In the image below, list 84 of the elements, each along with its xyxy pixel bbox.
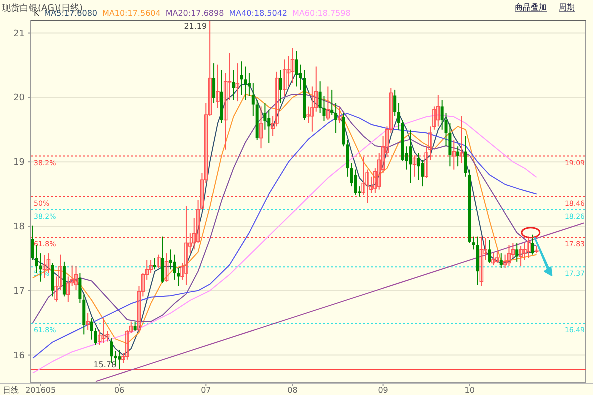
candlestick (421, 160, 424, 188)
candlestick (338, 106, 342, 124)
candlestick (252, 83, 255, 117)
candlestick (157, 254, 161, 269)
y-tick-label: 17 (14, 286, 25, 297)
candlestick (282, 59, 287, 97)
x-tick-label: 201605 (26, 386, 56, 395)
candlestick (488, 240, 492, 264)
candlestick (216, 64, 220, 108)
text: MA20:17.6898 (166, 9, 224, 18)
ref-line-label: 21.19 (184, 22, 208, 32)
candlestick (290, 48, 295, 84)
candlestick (346, 140, 350, 178)
candlestick (456, 146, 460, 168)
y-tick-label: 18 (14, 222, 26, 232)
candlestick (500, 253, 503, 269)
candlestick (86, 312, 90, 331)
text: MA10:17.5604 (102, 9, 161, 18)
candlestick (90, 318, 94, 340)
candlestick (224, 72, 228, 150)
y-tick-label: 19 (14, 158, 26, 168)
candlestick (173, 254, 176, 280)
text: 日线 (3, 386, 19, 395)
text: 周期 (559, 3, 575, 12)
candlestick (436, 94, 440, 128)
text: K (34, 9, 40, 18)
candlestick (259, 106, 264, 150)
x-tick-label: 10 (464, 386, 475, 395)
candlestick (74, 266, 78, 291)
candlestick (78, 273, 82, 304)
candlestick (492, 253, 496, 266)
candlestick (398, 102, 401, 130)
candlestick (516, 242, 519, 262)
candlestick (264, 102, 267, 130)
candlestick (480, 236, 484, 287)
text: MA40:18.5042 (229, 9, 288, 18)
y-tick-label: 16 (14, 351, 26, 362)
y-tick-label: 21 (14, 29, 25, 40)
candlestick (279, 69, 282, 104)
candlestick (169, 249, 172, 270)
candlestick (244, 66, 248, 101)
y-tick-label: 20 (14, 94, 26, 104)
candlestick (527, 236, 531, 259)
x-tick-label: 09 (378, 386, 388, 395)
candlestick (440, 100, 444, 130)
candlestick (268, 109, 271, 144)
candlestick (326, 86, 330, 121)
candlestick (232, 69, 236, 101)
candlestick (161, 236, 164, 284)
x-tick-label: 08 (288, 386, 298, 395)
candlestick (417, 152, 420, 181)
candlestick (531, 234, 534, 256)
candlestick (330, 89, 334, 116)
candlestick (464, 136, 468, 178)
text: MA60:18.7598 (292, 9, 351, 18)
text: 商品叠加 (515, 3, 547, 12)
candlestick (177, 268, 180, 287)
candlestick (94, 328, 98, 346)
candlestick (507, 244, 512, 267)
candlestick (295, 50, 298, 88)
candlestick (102, 318, 106, 344)
candlestick (212, 63, 216, 104)
candlestick (184, 206, 188, 286)
ref-line-label: 15.78 (94, 360, 117, 370)
candlestick (31, 225, 34, 260)
candlestick (409, 129, 412, 184)
candlestick (452, 140, 456, 170)
candlestick (412, 155, 417, 178)
candlestick (153, 258, 156, 270)
candlestick (394, 89, 397, 117)
text: MA5:17.6080 (44, 9, 98, 18)
x-tick-label: 07 (201, 386, 212, 395)
candlestick (164, 253, 169, 282)
candlestick (240, 61, 244, 96)
candlestick (134, 321, 137, 332)
candlestick (334, 102, 338, 134)
candlestick (118, 350, 122, 370)
candlestick (236, 63, 240, 102)
x-tick-label: 06 (114, 386, 125, 395)
candlestick (248, 72, 251, 97)
candlestick (472, 236, 476, 250)
candlestick (460, 116, 464, 164)
candlestick (519, 246, 523, 267)
candlestick (496, 251, 500, 264)
